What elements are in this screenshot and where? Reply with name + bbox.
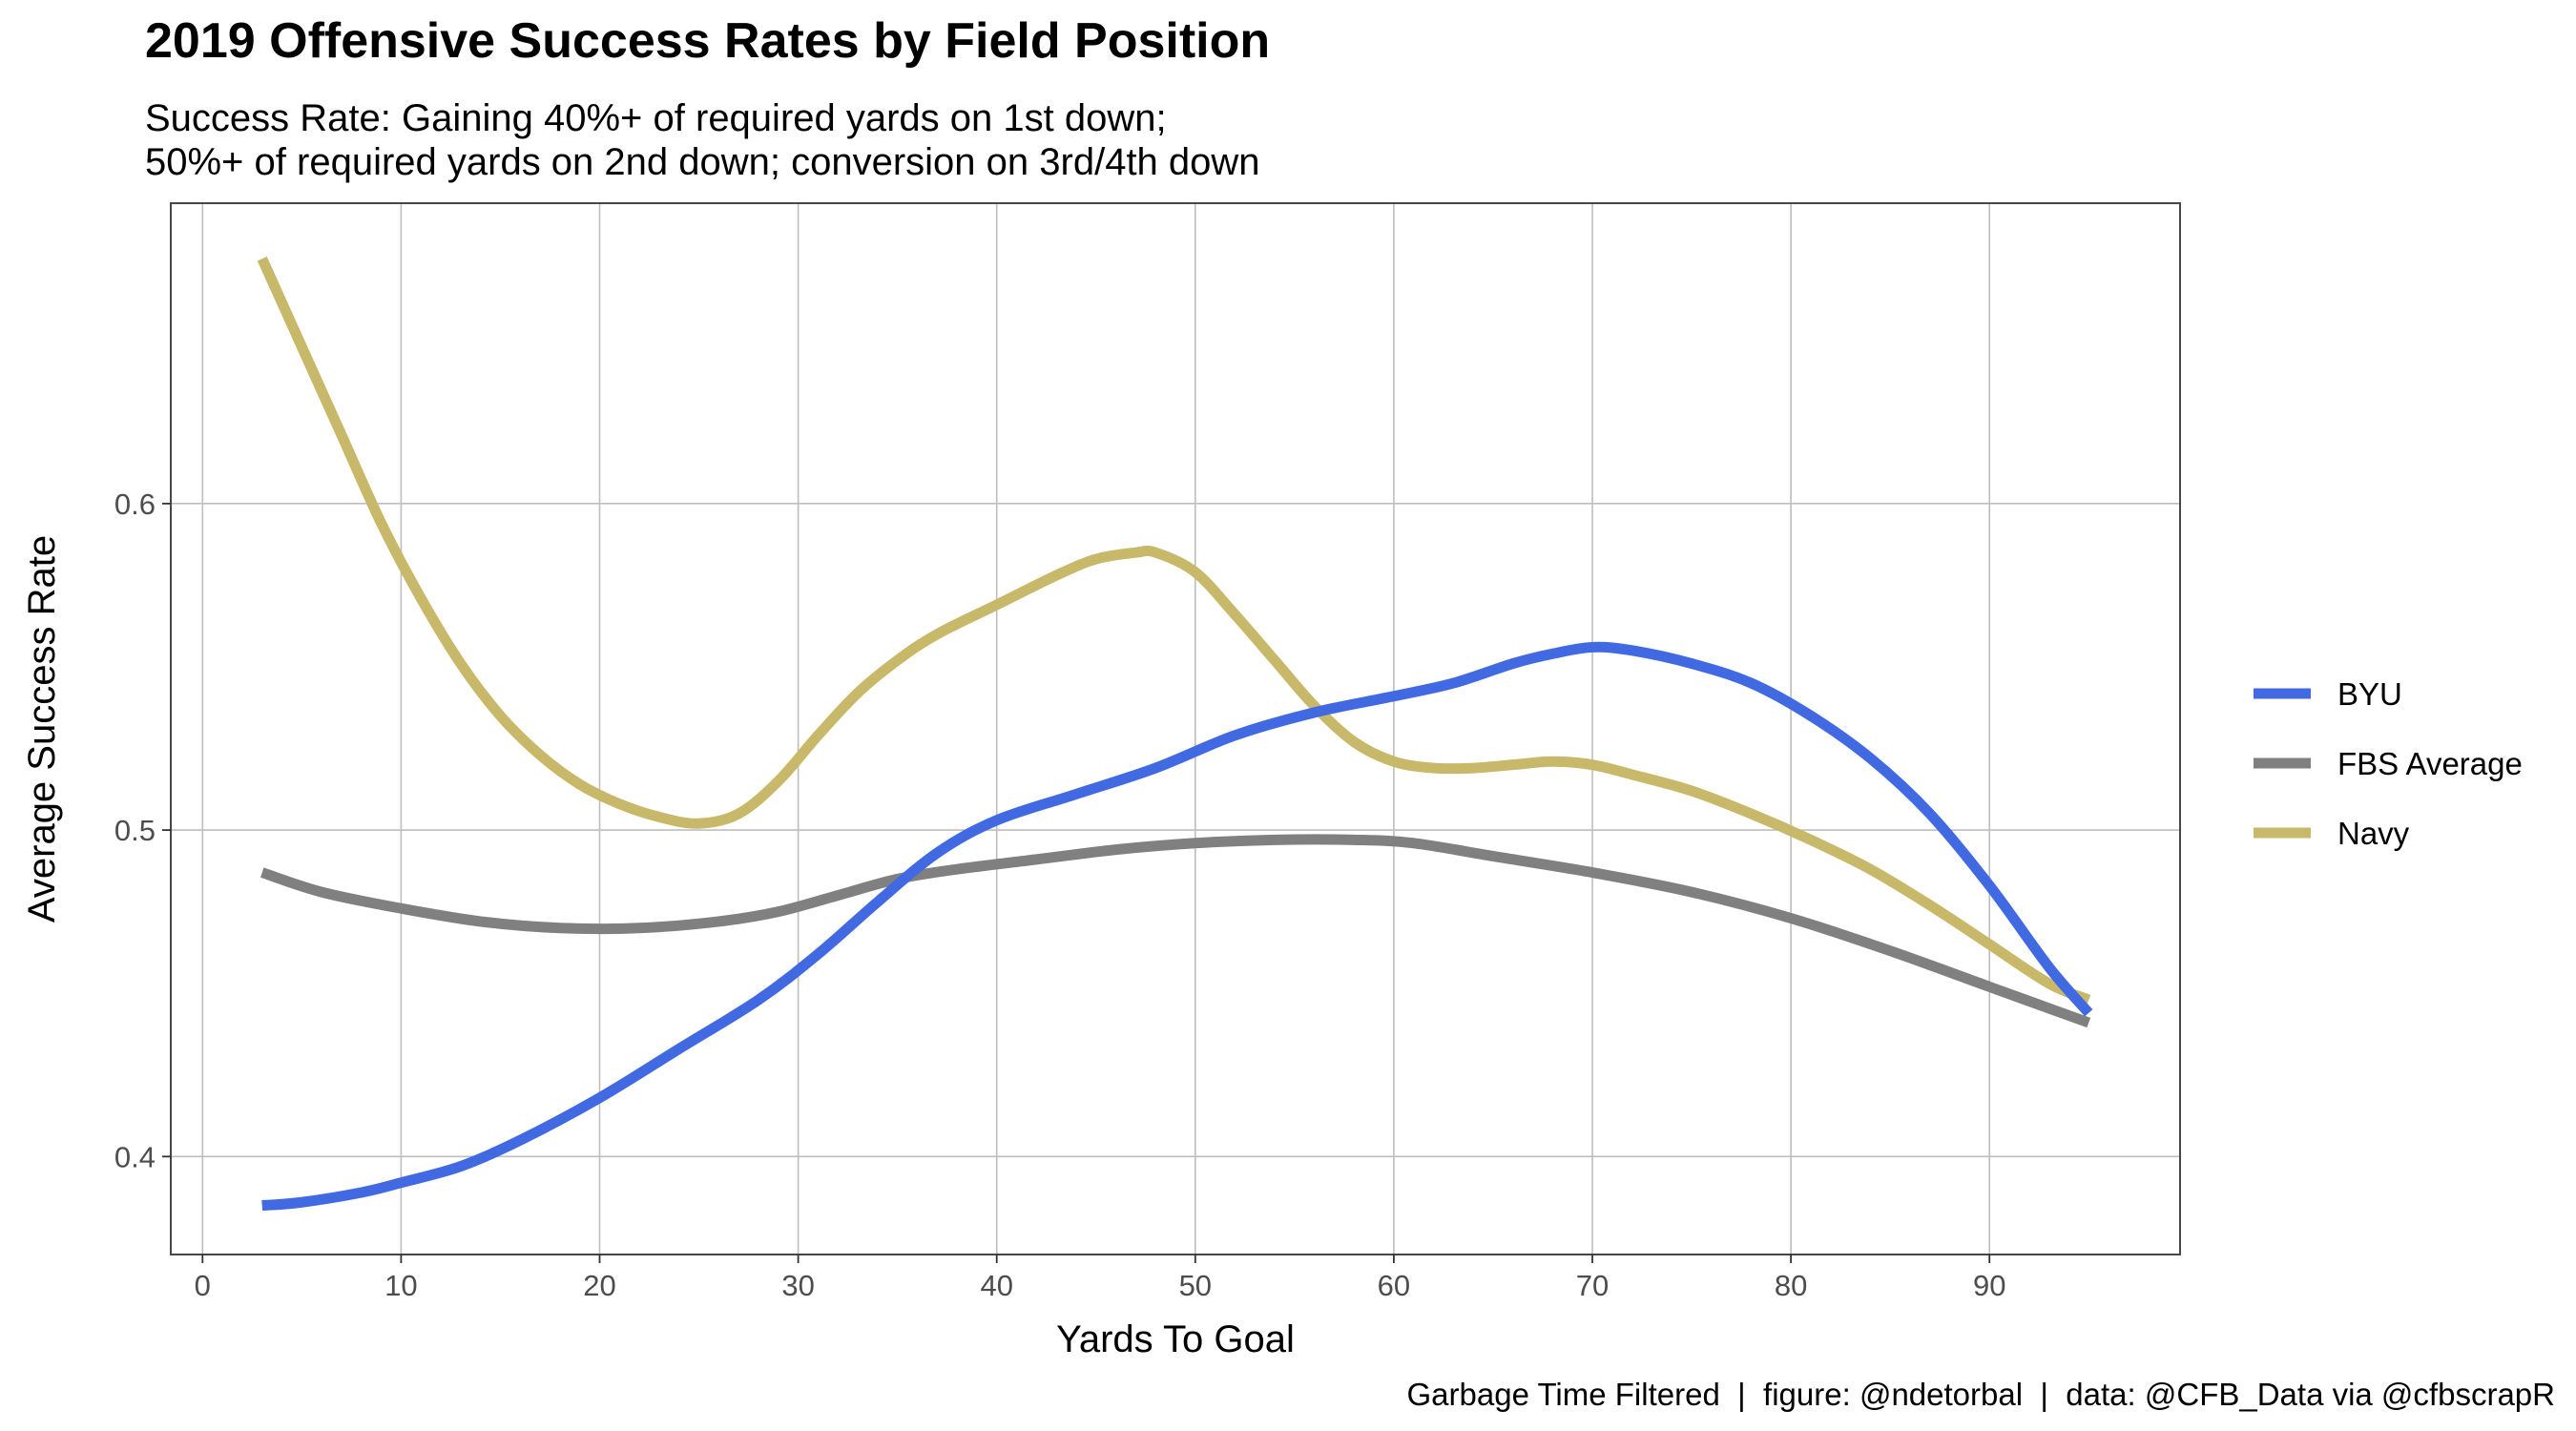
x-tick-label: 20 [583, 1269, 615, 1302]
x-tick-label: 60 [1378, 1269, 1410, 1302]
legend: BYU FBS Average Navy [2254, 676, 2523, 851]
y-axis: 0.4 0.5 0.6 [114, 487, 171, 1173]
x-tick-label: 30 [781, 1269, 814, 1302]
x-tick-label: 80 [1775, 1269, 1807, 1302]
series-lines [257, 256, 2093, 1212]
y-tick-label: 0.4 [114, 1140, 156, 1173]
legend-label-fbs-average: FBS Average [2337, 746, 2523, 781]
chart-title: 2019 Offensive Success Rates by Field Po… [145, 13, 1270, 69]
legend-label-byu: BYU [2337, 676, 2402, 712]
y-tick-label: 0.5 [114, 814, 156, 847]
x-tick-label: 70 [1576, 1269, 1609, 1302]
series-line-byu [261, 641, 2093, 1212]
chart-subtitle-line-2: 50%+ of required yards on 2nd down; conv… [145, 141, 1260, 183]
y-tick-label: 0.6 [114, 487, 156, 521]
chart-caption: Garbage Time Filtered | figure: @ndetorb… [1407, 1377, 2556, 1412]
plot-panel [170, 202, 2181, 1255]
x-tick-label: 0 [195, 1269, 211, 1302]
gridlines [171, 203, 2180, 1255]
x-tick-label: 50 [1179, 1269, 1212, 1302]
series-line-fbs-average [260, 834, 2091, 1028]
chart-subtitle-line-1: Success Rate: Gaining 40%+ of required y… [145, 97, 1167, 139]
y-axis-title: Average Success Rate [21, 535, 63, 923]
x-tick-label: 40 [980, 1269, 1012, 1302]
x-axis: 0 10 20 30 40 50 60 70 80 90 [195, 1255, 2005, 1302]
series-line-navy [257, 256, 2091, 1006]
legend-label-navy: Navy [2337, 816, 2410, 851]
x-tick-label: 90 [1973, 1269, 2005, 1302]
x-tick-label: 10 [384, 1269, 417, 1302]
x-axis-title: Yards To Goal [1056, 1318, 1295, 1360]
